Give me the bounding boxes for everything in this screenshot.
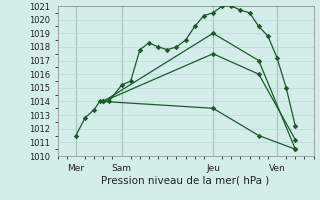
X-axis label: Pression niveau de la mer( hPa ): Pression niveau de la mer( hPa ) bbox=[101, 175, 270, 185]
